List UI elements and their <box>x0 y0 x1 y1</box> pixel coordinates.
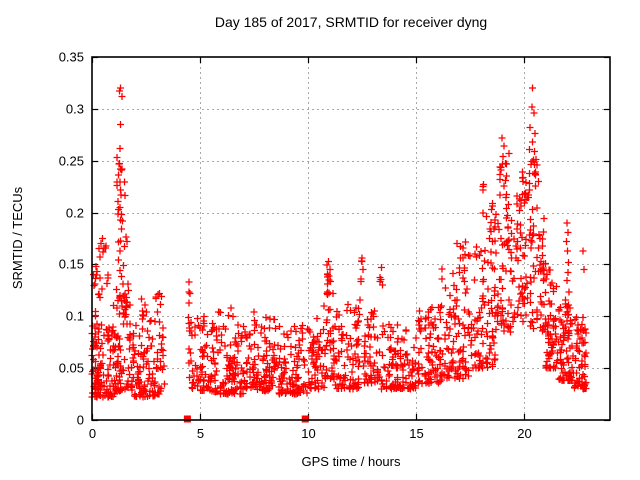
svg-text:5: 5 <box>197 426 204 441</box>
chart-title: Day 185 of 2017, SRMTID for receiver dyn… <box>215 14 487 30</box>
svg-text:0.25: 0.25 <box>59 154 84 169</box>
svg-text:0: 0 <box>77 413 84 428</box>
svg-text:0.2: 0.2 <box>66 206 84 221</box>
gridlines <box>92 57 610 420</box>
svg-text:10: 10 <box>301 426 315 441</box>
y-axis-label: SRMTID / TECUs <box>10 186 25 289</box>
svg-text:15: 15 <box>409 426 423 441</box>
tick-labels: 0 5 10 15 20 0 0.05 0.1 0.15 0.2 0.25 0.3 0.35 <box>59 50 532 442</box>
svg-text:0.15: 0.15 <box>59 257 84 272</box>
svg-text:0: 0 <box>89 426 96 441</box>
x-axis-label: GPS time / hours <box>302 454 401 469</box>
gap-markers <box>183 415 309 423</box>
svg-text:0.35: 0.35 <box>59 50 84 65</box>
svg-text:0.3: 0.3 <box>66 102 84 117</box>
svg-text:20: 20 <box>517 426 531 441</box>
svg-text:0.05: 0.05 <box>59 361 84 376</box>
svg-text:0.1: 0.1 <box>66 309 84 324</box>
scatter-points <box>88 84 590 401</box>
plot-border <box>91 56 611 421</box>
